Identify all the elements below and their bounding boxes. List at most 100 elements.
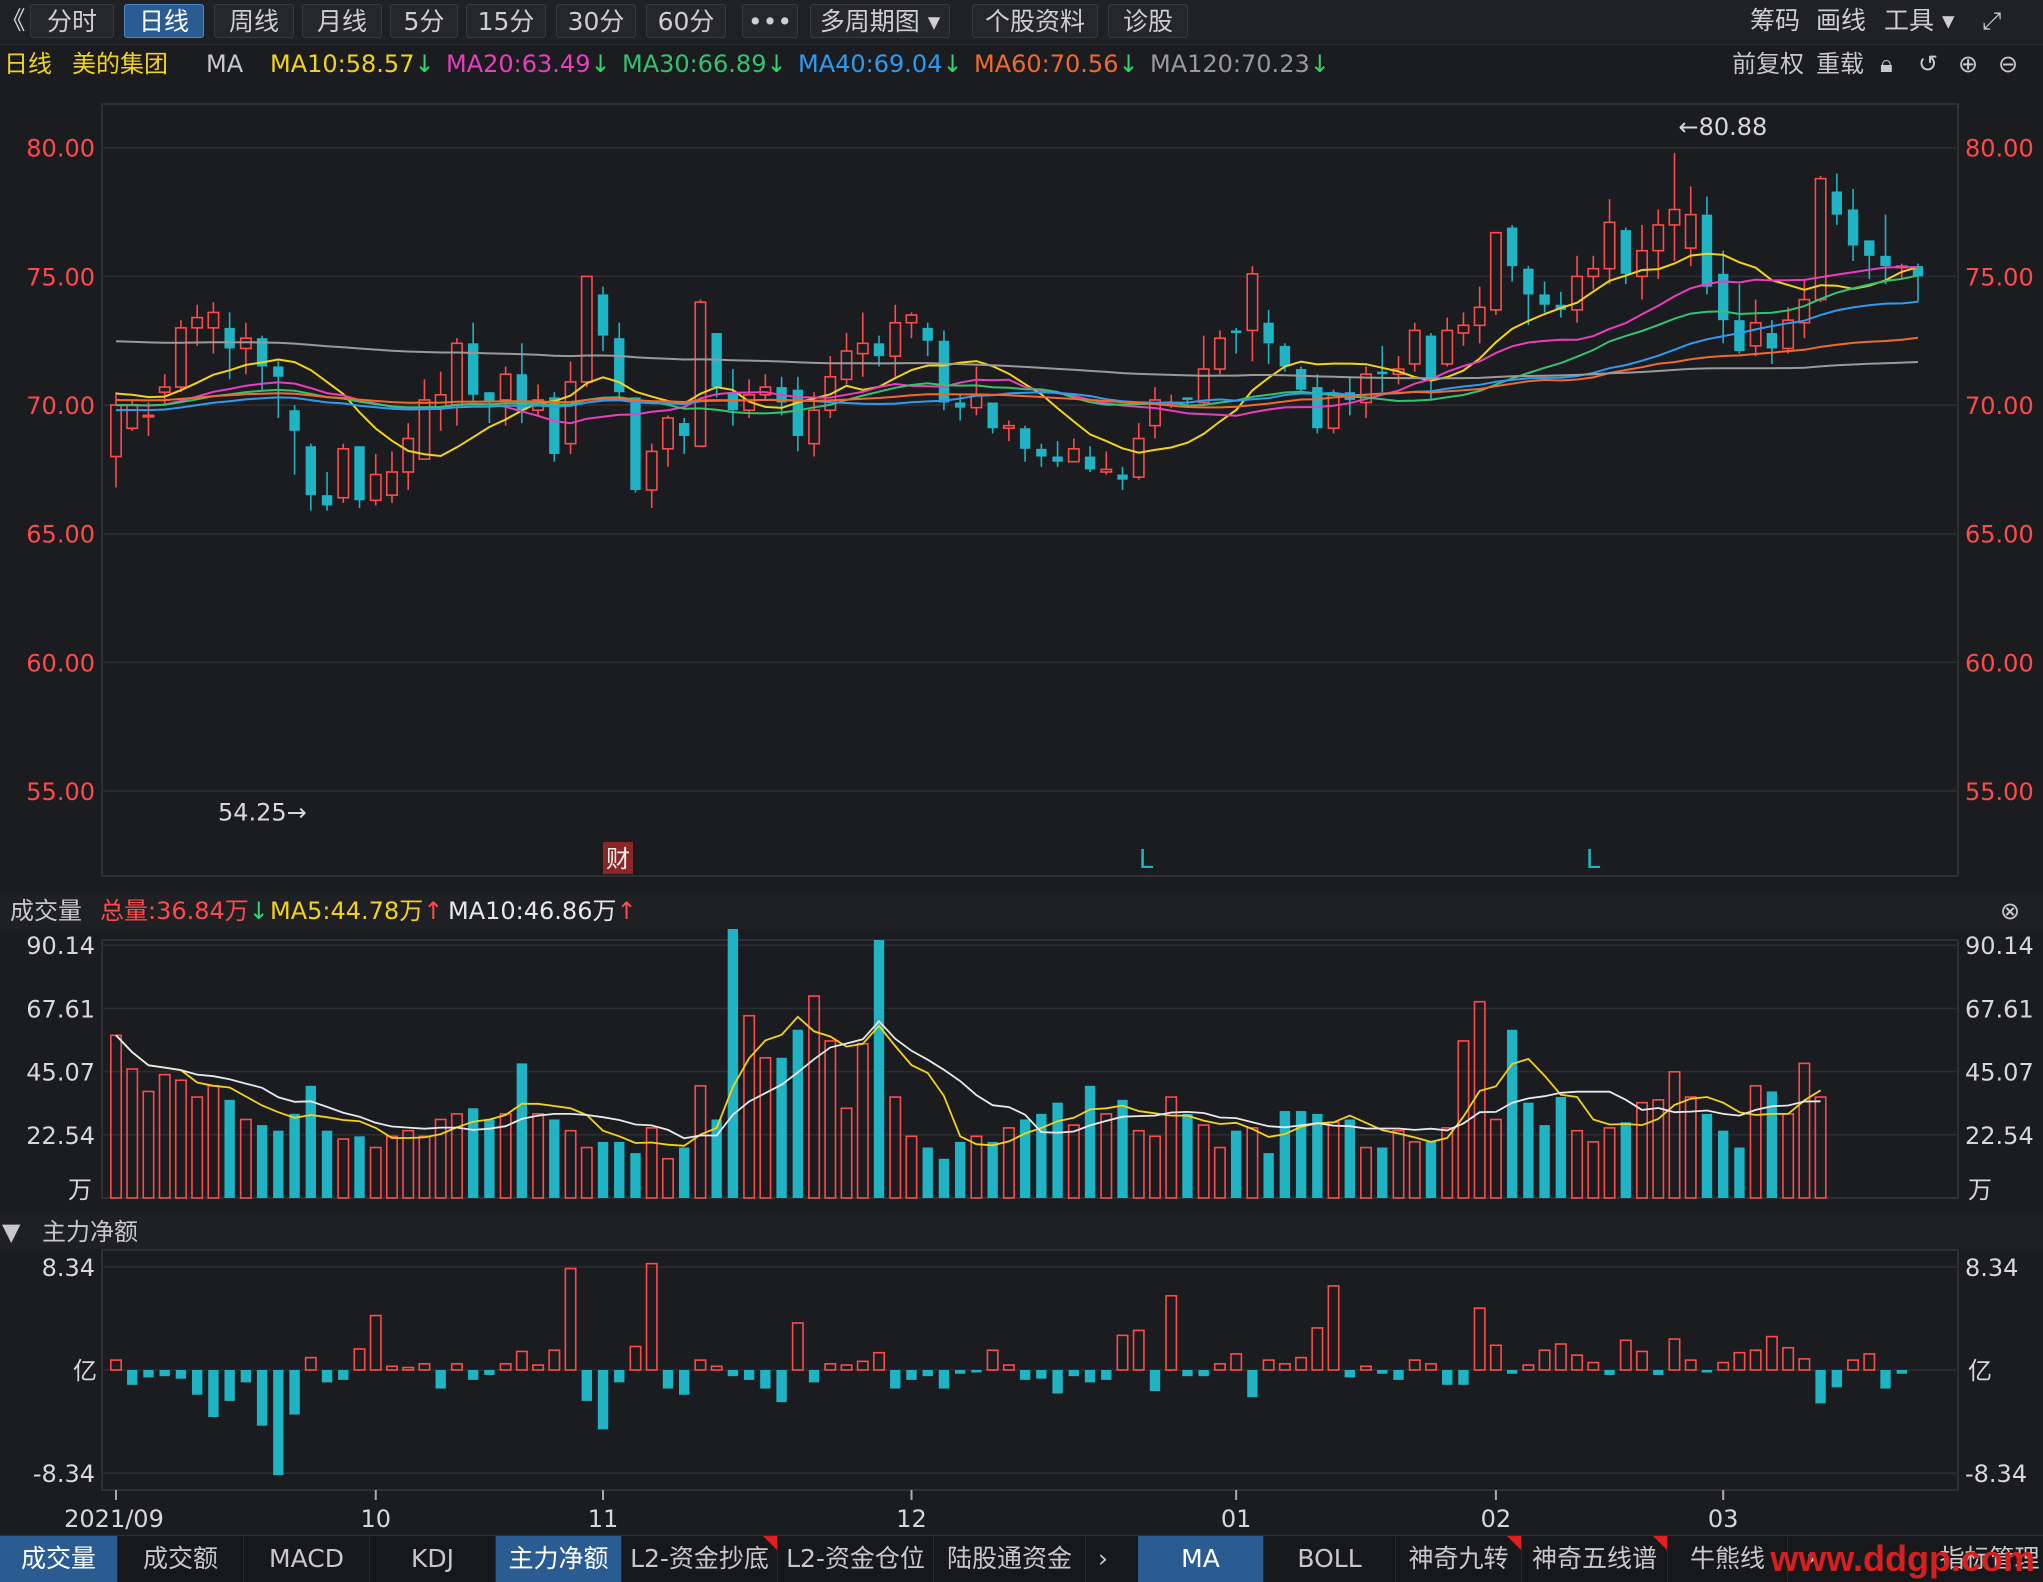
- tab-main-net[interactable]: 主力净额: [496, 1536, 622, 1582]
- zoom-out-icon[interactable]: ⊖: [1998, 50, 2019, 78]
- tab-hk-connect[interactable]: 陆股通资金: [934, 1536, 1086, 1582]
- volume-bar-up: [142, 1090, 155, 1199]
- tab-five-lines[interactable]: 神奇五线谱: [1522, 1536, 1668, 1582]
- chips-button[interactable]: 筹码: [1750, 6, 1801, 35]
- ma120-line: [115, 340, 1919, 380]
- tab-l2-position[interactable]: L2-资金仓位: [778, 1536, 934, 1582]
- net-bar-positive: [1489, 1344, 1502, 1371]
- lock-icon[interactable]: 🔒︎: [1880, 50, 1893, 78]
- volume-tick-label-right: 90.14: [1965, 932, 2034, 960]
- low-annotation: 54.25→: [218, 798, 307, 826]
- net-bar-negative: [1896, 1370, 1907, 1374]
- stock-profile-button[interactable]: 个股资料: [972, 4, 1098, 38]
- new-flag: [1653, 1536, 1667, 1550]
- volume-bar-up: [239, 1118, 252, 1199]
- tab-ma[interactable]: MA: [1138, 1536, 1264, 1582]
- tab-td9[interactable]: 神奇九转: [1396, 1536, 1522, 1582]
- adjust-mode[interactable]: 前复权: [1732, 50, 1804, 78]
- volume-bar-up: [369, 1146, 382, 1199]
- candle-body-down: [516, 374, 528, 411]
- net-bar-negative: [597, 1370, 609, 1430]
- net-title: 主力净额: [42, 1218, 138, 1246]
- volume-bar-up: [1571, 1129, 1584, 1199]
- period-fenshi[interactable]: 分时: [30, 4, 114, 38]
- net-bar-positive: [873, 1351, 886, 1371]
- volume-bar-up: [434, 1118, 447, 1199]
- tab-kdj[interactable]: KDJ: [370, 1536, 496, 1582]
- volume-bar-down: [1036, 1113, 1047, 1198]
- chevron-down-icon: ▾: [919, 7, 941, 36]
- period-60min[interactable]: 60分: [646, 4, 726, 38]
- tab-bull-bear[interactable]: 牛熊线: [1668, 1536, 1788, 1582]
- net-bar-positive: [1116, 1334, 1129, 1371]
- volume-tick-label-right: 67.61: [1965, 995, 2034, 1023]
- x-tick-label: 10: [360, 1505, 391, 1533]
- net-tick-label-left: 亿: [73, 1357, 97, 1385]
- volume-bar-up: [1441, 1127, 1454, 1199]
- chevron-right-icon[interactable]: ›: [1806, 1544, 1816, 1573]
- net-bar-negative: [1182, 1370, 1193, 1377]
- y-tick-label-left: 70.00: [26, 392, 95, 420]
- volume-bar-up: [1067, 1124, 1080, 1199]
- candle-body-up: [1489, 231, 1502, 311]
- volume-bar-up: [385, 1135, 398, 1199]
- candle-body-up: [580, 275, 593, 383]
- candle-body-down: [873, 343, 885, 357]
- net-bar-positive: [1668, 1338, 1681, 1371]
- candle-body-down: [597, 294, 609, 336]
- indicator-manage-button[interactable]: 指标管理: [1939, 1544, 2040, 1573]
- candle-body-up: [1636, 249, 1649, 278]
- y-tick-label-right: 60.00: [1965, 649, 2034, 677]
- candle-body-up: [158, 386, 171, 394]
- net-bar-negative: [224, 1370, 235, 1401]
- zoom-in-icon[interactable]: ⊕: [1958, 50, 1979, 78]
- l-marker: L: [1139, 845, 1154, 875]
- net-bar-positive: [1619, 1339, 1632, 1371]
- tab-volume[interactable]: 成交量: [0, 1536, 118, 1582]
- period-30min[interactable]: 30分: [556, 4, 636, 38]
- net-bar-positive: [385, 1365, 398, 1371]
- period-5min[interactable]: 5分: [390, 4, 458, 38]
- net-bar-positive: [1408, 1359, 1421, 1371]
- draw-line-button[interactable]: 画线: [1816, 6, 1867, 35]
- net-bar-positive: [1571, 1354, 1584, 1371]
- period-15min[interactable]: 15分: [466, 4, 546, 38]
- x-tick-label: 03: [1708, 1505, 1739, 1533]
- more-button[interactable]: •••: [742, 4, 798, 38]
- volume-tick-label-left: 67.61: [26, 995, 95, 1023]
- collapse-icon[interactable]: ▼: [2, 1218, 21, 1246]
- candle-body-up: [1684, 213, 1697, 249]
- chevron-right-icon[interactable]: ›: [1098, 1544, 1108, 1573]
- tab-l2-bottom[interactable]: L2-资金抄底: [622, 1536, 778, 1582]
- reload-button[interactable]: 重载: [1816, 50, 1864, 78]
- period-daily[interactable]: 日线: [124, 4, 204, 38]
- y-tick-label-left: 60.00: [26, 649, 95, 677]
- fullscreen-icon[interactable]: ⤢: [1982, 7, 2002, 35]
- volume-bar-down: [467, 1108, 479, 1198]
- tab-macd[interactable]: MACD: [244, 1536, 370, 1582]
- net-bar-positive: [1798, 1358, 1811, 1371]
- period-weekly[interactable]: 周线: [214, 4, 294, 38]
- back-button[interactable]: 《: [0, 6, 26, 35]
- volume-bar-up: [1002, 1127, 1015, 1199]
- tools-button[interactable]: 工具 ▾: [1884, 4, 1955, 38]
- y-tick-label-right: 70.00: [1965, 392, 2034, 420]
- net-bar-positive: [1522, 1364, 1535, 1371]
- period-monthly[interactable]: 月线: [302, 4, 382, 38]
- candle-body-down: [987, 402, 998, 429]
- tab-turnover[interactable]: 成交额: [118, 1536, 244, 1582]
- multi-period-dropdown[interactable]: 多周期图 ▾: [810, 4, 950, 38]
- diagnose-button[interactable]: 诊股: [1108, 4, 1188, 38]
- undo-icon[interactable]: ↺: [1918, 50, 1939, 78]
- ma60-value: MA60:70.56↓: [974, 50, 1139, 78]
- ma30-line: [116, 274, 1919, 415]
- x-tick-label: 12: [896, 1505, 927, 1533]
- l-marker: L: [1586, 845, 1601, 875]
- volume-bar-up: [1132, 1129, 1145, 1199]
- close-icon[interactable]: ⊗: [2000, 897, 2021, 925]
- candle-body-down: [354, 446, 365, 501]
- tab-boll[interactable]: BOLL: [1264, 1536, 1396, 1582]
- x-tick-label: 11: [588, 1505, 619, 1533]
- net-bar-negative: [484, 1370, 495, 1375]
